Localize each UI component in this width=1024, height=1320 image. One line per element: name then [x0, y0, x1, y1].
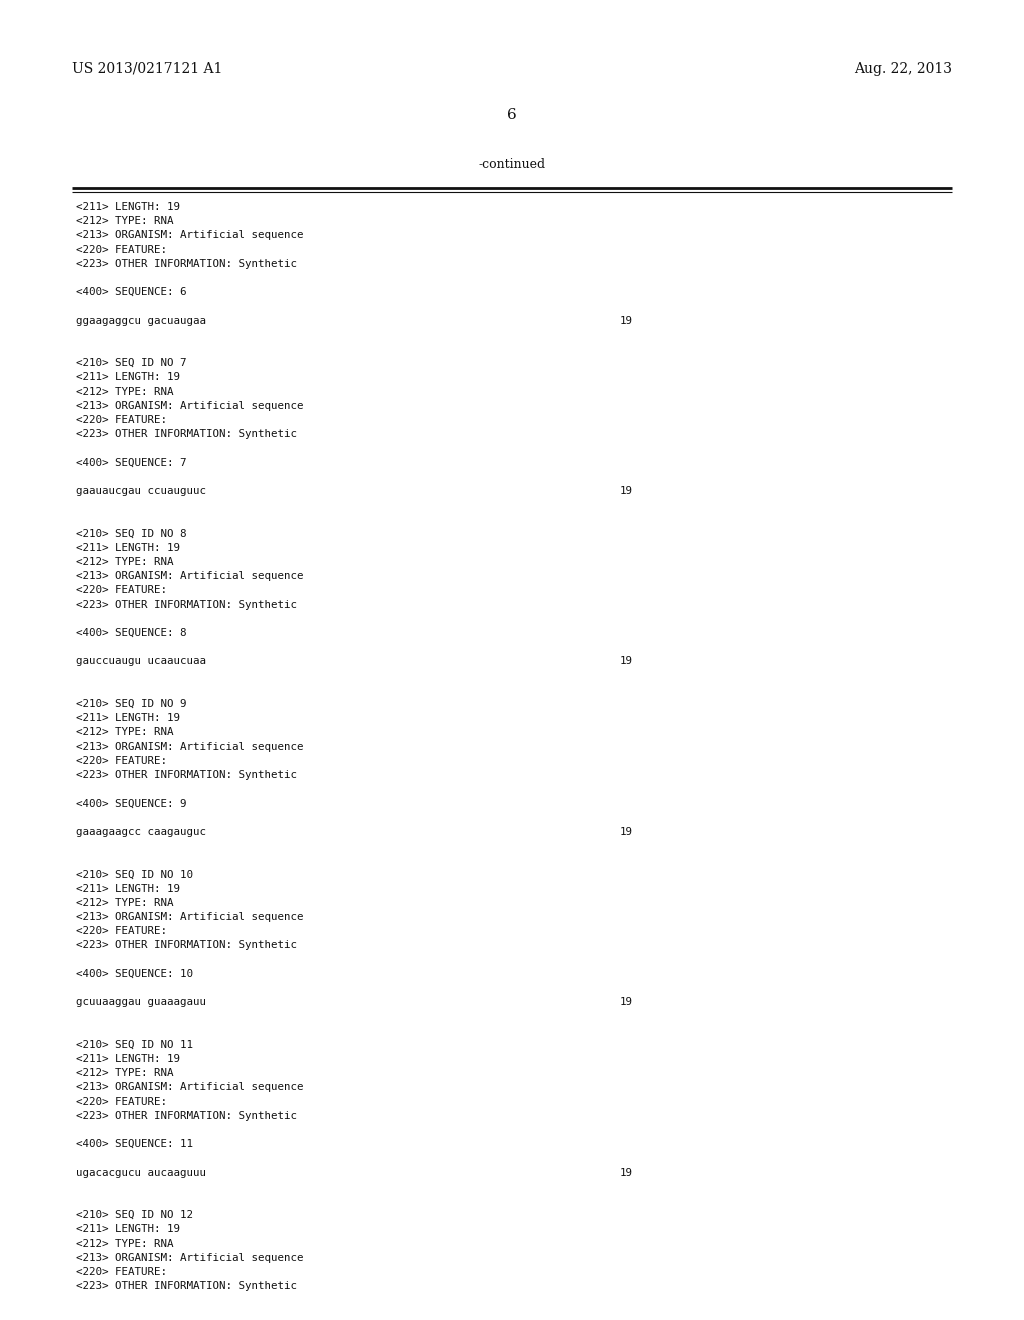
Text: gcuuaaggau guaaagauu: gcuuaaggau guaaagauu [76, 997, 206, 1007]
Text: US 2013/0217121 A1: US 2013/0217121 A1 [72, 62, 222, 77]
Text: <212> TYPE: RNA: <212> TYPE: RNA [76, 898, 173, 908]
Text: gauccuaugu ucaaucuaa: gauccuaugu ucaaucuaa [76, 656, 206, 667]
Text: <213> ORGANISM: Artificial sequence: <213> ORGANISM: Artificial sequence [76, 1082, 303, 1093]
Text: <210> SEQ ID NO 8: <210> SEQ ID NO 8 [76, 528, 186, 539]
Text: <212> TYPE: RNA: <212> TYPE: RNA [76, 216, 173, 226]
Text: <211> LENGTH: 19: <211> LENGTH: 19 [76, 372, 180, 383]
Text: <213> ORGANISM: Artificial sequence: <213> ORGANISM: Artificial sequence [76, 231, 303, 240]
Text: <223> OTHER INFORMATION: Synthetic: <223> OTHER INFORMATION: Synthetic [76, 259, 297, 269]
Text: <223> OTHER INFORMATION: Synthetic: <223> OTHER INFORMATION: Synthetic [76, 1282, 297, 1291]
Text: <223> OTHER INFORMATION: Synthetic: <223> OTHER INFORMATION: Synthetic [76, 599, 297, 610]
Text: <213> ORGANISM: Artificial sequence: <213> ORGANISM: Artificial sequence [76, 572, 303, 581]
Text: <210> SEQ ID NO 11: <210> SEQ ID NO 11 [76, 1040, 193, 1049]
Text: <211> LENGTH: 19: <211> LENGTH: 19 [76, 1053, 180, 1064]
Text: <400> SEQUENCE: 11: <400> SEQUENCE: 11 [76, 1139, 193, 1150]
Text: <211> LENGTH: 19: <211> LENGTH: 19 [76, 883, 180, 894]
Text: <212> TYPE: RNA: <212> TYPE: RNA [76, 1068, 173, 1078]
Text: gaaagaagcc caagauguc: gaaagaagcc caagauguc [76, 826, 206, 837]
Text: <220> FEATURE:: <220> FEATURE: [76, 244, 167, 255]
Text: <210> SEQ ID NO 12: <210> SEQ ID NO 12 [76, 1210, 193, 1220]
Text: 19: 19 [620, 315, 633, 326]
Text: 19: 19 [620, 486, 633, 496]
Text: <220> FEATURE:: <220> FEATURE: [76, 756, 167, 766]
Text: 19: 19 [620, 1168, 633, 1177]
Text: <223> OTHER INFORMATION: Synthetic: <223> OTHER INFORMATION: Synthetic [76, 940, 297, 950]
Text: <213> ORGANISM: Artificial sequence: <213> ORGANISM: Artificial sequence [76, 742, 303, 751]
Text: Aug. 22, 2013: Aug. 22, 2013 [854, 62, 952, 77]
Text: <212> TYPE: RNA: <212> TYPE: RNA [76, 557, 173, 568]
Text: ggaagaggcu gacuaugaa: ggaagaggcu gacuaugaa [76, 315, 206, 326]
Text: <400> SEQUENCE: 10: <400> SEQUENCE: 10 [76, 969, 193, 979]
Text: <400> SEQUENCE: 7: <400> SEQUENCE: 7 [76, 458, 186, 467]
Text: <213> ORGANISM: Artificial sequence: <213> ORGANISM: Artificial sequence [76, 1253, 303, 1263]
Text: 6: 6 [507, 108, 517, 121]
Text: <220> FEATURE:: <220> FEATURE: [76, 927, 167, 936]
Text: <211> LENGTH: 19: <211> LENGTH: 19 [76, 1225, 180, 1234]
Text: <220> FEATURE:: <220> FEATURE: [76, 585, 167, 595]
Text: <211> LENGTH: 19: <211> LENGTH: 19 [76, 543, 180, 553]
Text: <400> SEQUENCE: 9: <400> SEQUENCE: 9 [76, 799, 186, 808]
Text: <223> OTHER INFORMATION: Synthetic: <223> OTHER INFORMATION: Synthetic [76, 429, 297, 440]
Text: 19: 19 [620, 997, 633, 1007]
Text: ugacacgucu aucaaguuu: ugacacgucu aucaaguuu [76, 1168, 206, 1177]
Text: <212> TYPE: RNA: <212> TYPE: RNA [76, 387, 173, 396]
Text: 19: 19 [620, 656, 633, 667]
Text: <223> OTHER INFORMATION: Synthetic: <223> OTHER INFORMATION: Synthetic [76, 770, 297, 780]
Text: <220> FEATURE:: <220> FEATURE: [76, 1097, 167, 1106]
Text: <212> TYPE: RNA: <212> TYPE: RNA [76, 1238, 173, 1249]
Text: <210> SEQ ID NO 10: <210> SEQ ID NO 10 [76, 870, 193, 879]
Text: <223> OTHER INFORMATION: Synthetic: <223> OTHER INFORMATION: Synthetic [76, 1111, 297, 1121]
Text: <210> SEQ ID NO 7: <210> SEQ ID NO 7 [76, 358, 186, 368]
Text: <220> FEATURE:: <220> FEATURE: [76, 414, 167, 425]
Text: -continued: -continued [478, 158, 546, 172]
Text: <210> SEQ ID NO 9: <210> SEQ ID NO 9 [76, 700, 186, 709]
Text: 19: 19 [620, 826, 633, 837]
Text: <212> TYPE: RNA: <212> TYPE: RNA [76, 727, 173, 738]
Text: <211> LENGTH: 19: <211> LENGTH: 19 [76, 713, 180, 723]
Text: <400> SEQUENCE: 6: <400> SEQUENCE: 6 [76, 288, 186, 297]
Text: <211> LENGTH: 19: <211> LENGTH: 19 [76, 202, 180, 213]
Text: <213> ORGANISM: Artificial sequence: <213> ORGANISM: Artificial sequence [76, 401, 303, 411]
Text: <400> SEQUENCE: 8: <400> SEQUENCE: 8 [76, 628, 186, 638]
Text: <220> FEATURE:: <220> FEATURE: [76, 1267, 167, 1276]
Text: gaauaucgau ccuauguuc: gaauaucgau ccuauguuc [76, 486, 206, 496]
Text: <213> ORGANISM: Artificial sequence: <213> ORGANISM: Artificial sequence [76, 912, 303, 921]
